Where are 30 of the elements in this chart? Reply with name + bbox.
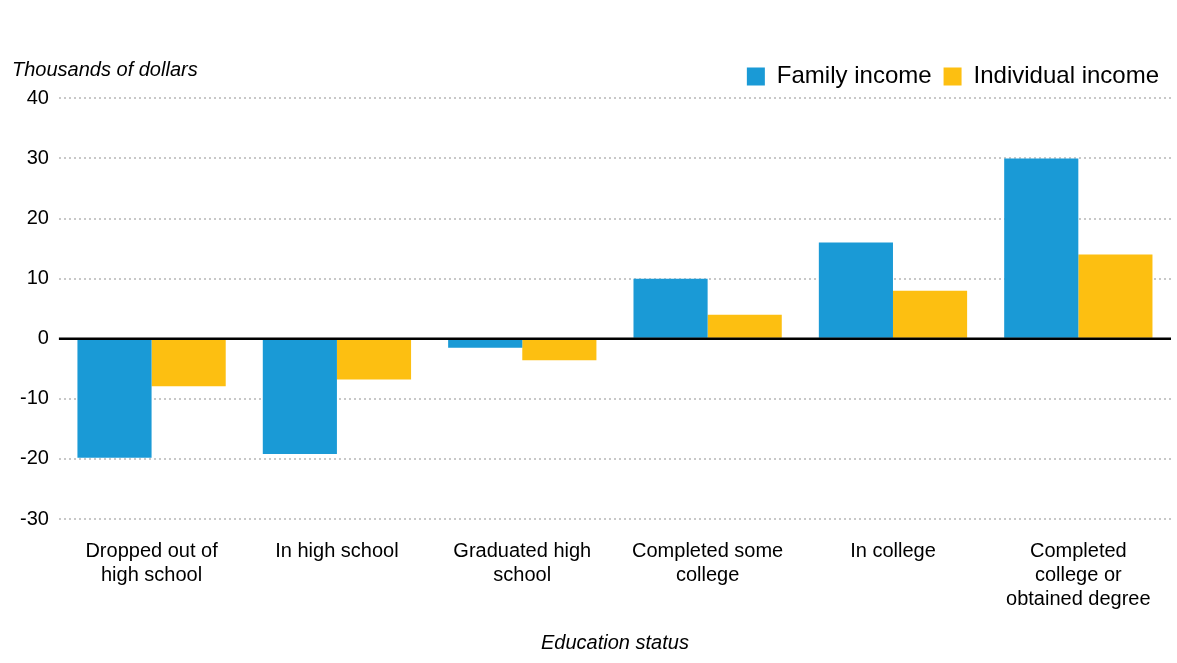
bar	[262, 339, 337, 455]
y-tick-label: -10	[20, 386, 49, 409]
legend-label: Individual income	[973, 61, 1159, 89]
bar	[77, 339, 152, 458]
y-tick-label: -20	[20, 446, 49, 469]
bar	[707, 314, 782, 338]
x-axis-title: Education status	[541, 630, 689, 653]
y-tick-label: 10	[26, 266, 49, 289]
y-axis-title: Thousands of dollars	[12, 58, 198, 81]
y-tick-label: 30	[26, 146, 49, 168]
bar	[633, 278, 708, 338]
x-tick-label: In high school	[275, 538, 399, 561]
bar	[151, 339, 226, 387]
y-tick-label: -30	[20, 506, 49, 529]
x-tick-label: Completed some college	[632, 538, 784, 585]
y-tick-label: 40	[26, 85, 49, 108]
bar	[818, 242, 893, 338]
x-tick-label: Dropped out of high school	[85, 538, 219, 585]
legend-label: Family income	[776, 61, 932, 89]
bar	[448, 339, 523, 348]
bar	[522, 339, 597, 361]
bar	[336, 339, 412, 380]
y-tick-label: 0	[37, 326, 49, 349]
y-tick-label: 20	[26, 206, 49, 229]
x-tick-label: Completed college or obtained degree	[1006, 538, 1151, 609]
bar	[892, 290, 968, 338]
x-tick-label: Graduated high school	[453, 538, 592, 585]
bar	[1078, 254, 1153, 338]
x-tick-label: In college	[850, 538, 936, 561]
bar	[1004, 158, 1079, 338]
